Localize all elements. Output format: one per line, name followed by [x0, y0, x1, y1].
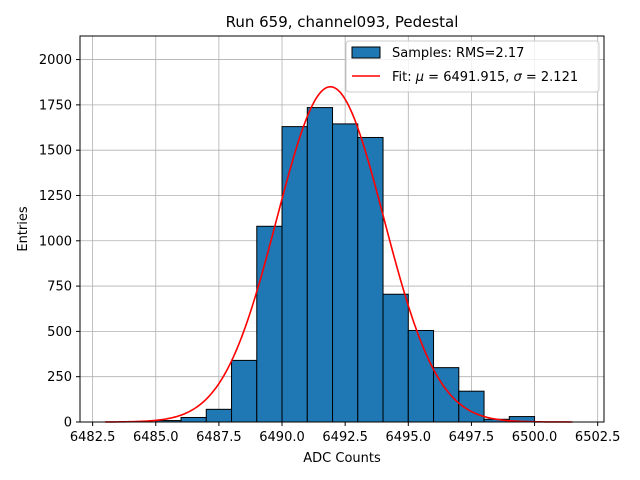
- y-tick-label: 1500: [39, 144, 72, 159]
- y-tick-label: 750: [47, 280, 72, 295]
- legend-fit-mu-value: = 6491.915,: [424, 70, 513, 85]
- legend-samples-swatch: [351, 46, 381, 59]
- legend-samples-label: Samples: RMS=2.17: [392, 46, 524, 61]
- y-tick-label: 2000: [39, 53, 72, 68]
- x-tick-label: 6487.5: [196, 430, 242, 445]
- x-tick-label: 6502.5: [575, 430, 621, 445]
- histogram-bar: [256, 225, 283, 423]
- x-axis-label: ADC Counts: [303, 451, 381, 466]
- histogram-bar: [306, 107, 334, 423]
- x-tick-label: 6482.5: [70, 430, 116, 445]
- x-tick-label: 6492.5: [322, 430, 368, 445]
- y-tick-label: 1000: [39, 234, 72, 249]
- y-tick-label: 1750: [39, 98, 72, 113]
- histogram-bar: [205, 408, 233, 423]
- histogram-bar: [407, 329, 435, 423]
- histogram-bar: [180, 416, 207, 423]
- histogram-bar: [332, 123, 359, 423]
- histogram-bar: [281, 126, 308, 423]
- y-tick-label: 1250: [39, 189, 72, 204]
- y-tick-label: 0: [64, 416, 72, 431]
- chart-title: Run 659, channel093, Pedestal: [226, 13, 459, 31]
- legend-fit-sigma-symbol: σ: [514, 70, 523, 85]
- histogram-bar: [357, 136, 384, 423]
- y-tick-label: 500: [47, 325, 72, 340]
- x-axis-ticks: 6482.5 6485.0 6487.5 6490.0 6492.5 6495.0 6497…: [70, 422, 621, 445]
- x-tick-label: 6500.0: [512, 430, 558, 445]
- x-tick-label: 6497.5: [449, 430, 495, 445]
- legend-fit-prefix: Fit:: [392, 70, 416, 85]
- legend: Samples: RMS=2.17 Fit: μ = 6491.915, σ =…: [345, 40, 600, 93]
- fit-curve: [105, 85, 573, 423]
- legend-fit-label: Fit: μ = 6491.915, σ = 2.121: [392, 70, 578, 85]
- y-axis-ticks: 0 250 500 750 1000 1250 1500 1750 2000: [39, 53, 80, 431]
- legend-box: [345, 40, 600, 93]
- histogram-bars: [155, 107, 536, 423]
- x-tick-label: 6490.0: [259, 430, 305, 445]
- histogram-bar: [231, 359, 258, 423]
- legend-fit-mu-symbol: μ: [415, 70, 424, 85]
- legend-fit-sigma-value: = 2.121: [522, 70, 578, 85]
- plot-frame: [79, 35, 605, 423]
- x-tick-label: 6485.0: [133, 430, 179, 445]
- y-tick-label: 250: [47, 370, 72, 385]
- x-tick-label: 6495.0: [386, 430, 432, 445]
- histogram-bar: [382, 293, 409, 423]
- y-axis-label: Entries: [16, 206, 31, 252]
